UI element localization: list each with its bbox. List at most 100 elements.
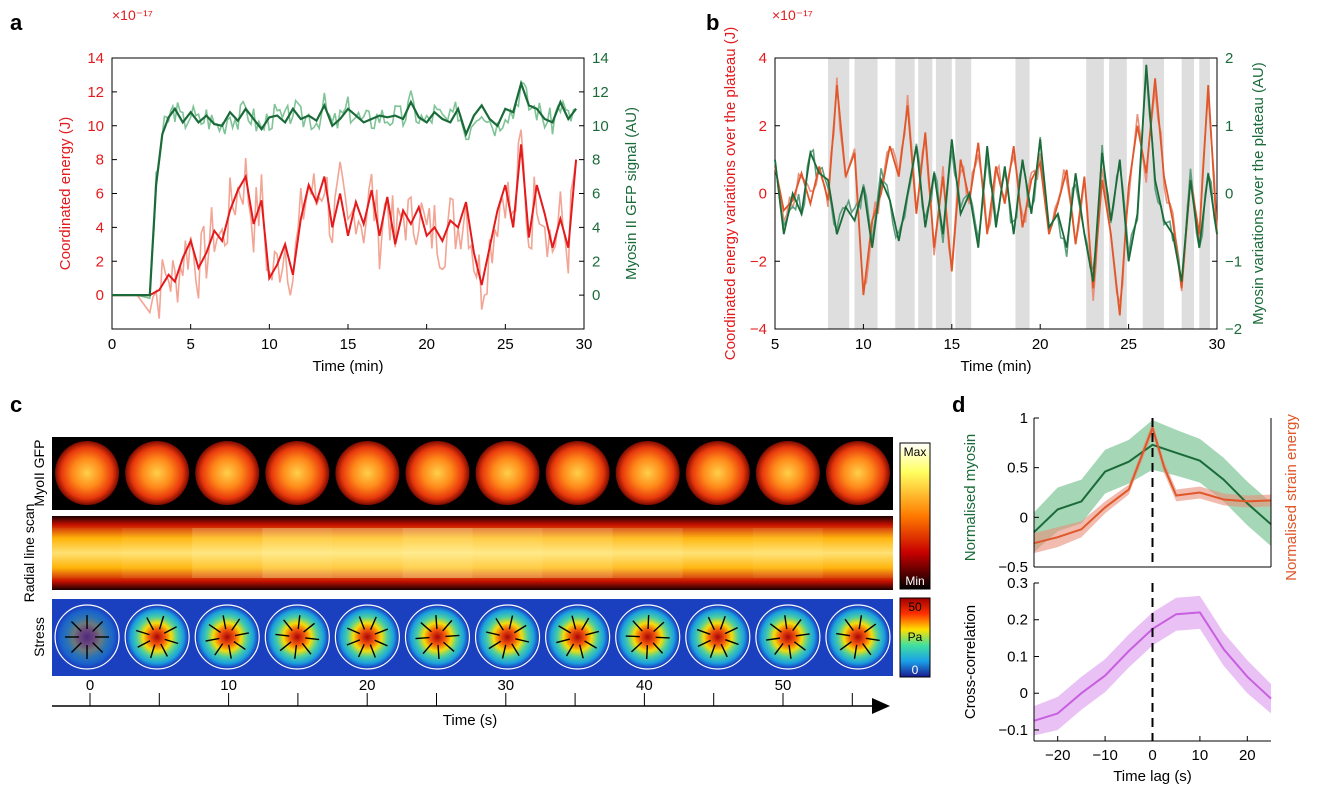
shaded-interval <box>1109 58 1127 329</box>
stress-arrow <box>301 642 312 655</box>
radial-scan-segment <box>402 528 473 578</box>
stress-arrow <box>696 628 711 635</box>
y-tick-label-right: 10 <box>592 118 609 135</box>
stress-arrow <box>92 620 104 632</box>
stress-arrow <box>164 638 179 645</box>
energy-confidence-band <box>1034 422 1271 554</box>
stress-arrow <box>137 640 151 648</box>
myosin-cell-image <box>825 441 890 505</box>
stress-arrow <box>297 615 301 630</box>
stress-arrow <box>765 637 781 641</box>
myosin-cell-image <box>685 441 750 505</box>
y-tick-label-left: 2 <box>759 118 767 135</box>
stress-arrow <box>652 642 664 654</box>
y-axis-label-left: Coordinated energy variations over the p… <box>722 27 739 361</box>
stress-arrow <box>862 643 872 656</box>
y-axis-label: Cross-correlation <box>962 605 979 719</box>
colorbar-stress-unit: Pa <box>908 630 923 644</box>
time-tick-label: 40 <box>636 677 653 694</box>
x-axis-label: Time (min) <box>312 358 383 375</box>
stress-cell-map <box>546 606 609 668</box>
cell-outline <box>54 604 120 670</box>
stress-arrow <box>724 626 738 635</box>
y-tick-label: 0.3 <box>1007 575 1028 592</box>
y-tick-label: 0 <box>1020 685 1028 702</box>
stress-arrow <box>435 615 438 630</box>
myosin-cell-image <box>755 441 820 505</box>
y-tick-label: 1 <box>1020 410 1028 427</box>
myosin-cell-image <box>615 441 680 505</box>
y-tick-label: 0.5 <box>1007 460 1028 477</box>
stress-cell-map <box>406 606 469 668</box>
x-tick-label: 10 <box>261 336 278 353</box>
x-tick-label: 5 <box>771 336 779 353</box>
myosin-cell-image <box>475 441 540 505</box>
stress-arrow <box>625 635 640 638</box>
stress-arrow <box>839 641 852 651</box>
myosin-cell-image <box>125 441 190 505</box>
stress-arrow <box>234 632 249 637</box>
myosin-cell-image <box>55 441 120 505</box>
myosin-cell-image <box>545 441 610 505</box>
y-tick-label-right: −1 <box>1225 253 1242 270</box>
stress-arrow <box>513 624 527 634</box>
x-tick-label: 0 <box>1148 747 1156 764</box>
x-tick-label: 25 <box>1120 336 1137 353</box>
y-tick-label-left: 0 <box>759 186 767 203</box>
radial-scan-segment <box>752 528 823 578</box>
stress-arrow <box>793 641 806 651</box>
x-tick-label: 30 <box>1209 336 1226 353</box>
radial-scan-segment <box>612 528 683 578</box>
stress-arrow <box>501 644 507 659</box>
series-normalised-myosin <box>1033 443 1272 533</box>
stress-arrow <box>853 644 858 659</box>
x-tick-label: 20 <box>1032 336 1049 353</box>
x-tick-label: 5 <box>186 336 194 353</box>
row-label-myosin: MyoII GFP <box>31 440 47 507</box>
time-tick-label: 0 <box>86 677 94 694</box>
stress-arrow <box>788 644 792 659</box>
stress-cell-map <box>126 606 189 668</box>
stress-arrow <box>442 619 453 632</box>
y-tick-label-right: 1 <box>1225 118 1233 135</box>
panel-d-bottom-chart: −0.1 0 0.1 0.2 0.3 −20 −10 0 10 20 Time lag (s) Cro… <box>962 575 1272 785</box>
y-tick-label-left: 0 <box>96 287 104 304</box>
stress-arrow <box>858 615 863 630</box>
stress-arrow <box>707 616 716 631</box>
series-myosin-variation <box>774 64 1218 282</box>
stress-arrow <box>725 639 739 646</box>
series-energy <box>112 144 578 297</box>
stress-arrow <box>70 620 82 632</box>
stress-arrow <box>709 644 716 658</box>
x-tick-label: −10 <box>1092 747 1117 764</box>
x-tick-label: −20 <box>1045 747 1070 764</box>
y-tick-label-left: 6 <box>96 186 104 203</box>
stress-arrow <box>415 636 430 640</box>
stress-arrow <box>231 618 241 631</box>
y-tick-label: −0.1 <box>998 722 1028 739</box>
x-axis-label: Time lag (s) <box>1113 768 1192 785</box>
stress-arrow <box>208 624 222 634</box>
cell-outline <box>334 604 400 670</box>
stress-arrow <box>420 622 432 633</box>
stress-arrow <box>511 643 520 657</box>
myosin-image-strip <box>52 437 893 510</box>
shaded-interval <box>918 58 933 329</box>
time-tick-label: 50 <box>775 677 792 694</box>
stress-arrow <box>631 641 643 653</box>
stress-arrow <box>279 641 292 652</box>
stress-arrow <box>720 643 728 658</box>
stress-arrow <box>294 644 298 659</box>
colorbar-stress-max: 50 <box>908 600 922 614</box>
stress-cell-map <box>686 606 749 668</box>
y-tick-label-right: 14 <box>592 50 609 67</box>
x-tick-label: 0 <box>108 336 116 353</box>
shaded-interval <box>955 58 972 329</box>
time-tick-label: 30 <box>497 677 514 694</box>
x-tick-label: 30 <box>576 336 593 353</box>
colorbar-stress <box>899 597 931 678</box>
myosin-cell-image <box>265 441 330 505</box>
cell-outline <box>825 604 891 670</box>
stress-arrow <box>571 615 577 630</box>
x-tick-label: 15 <box>340 336 357 353</box>
